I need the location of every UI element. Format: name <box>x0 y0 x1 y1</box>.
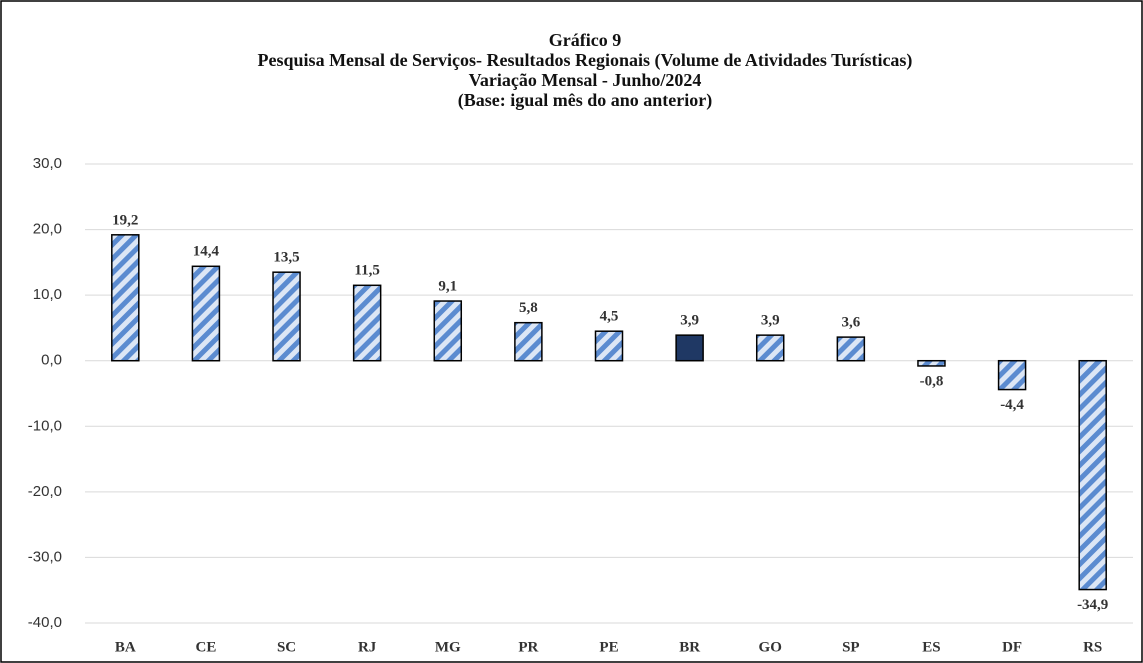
value-label: 14,4 <box>193 244 220 260</box>
chart-title: Pesquisa Mensal de Serviços- Resultados … <box>258 50 913 71</box>
bar <box>675 334 704 362</box>
value-label: 9,1 <box>438 278 457 294</box>
bar <box>272 271 301 362</box>
x-tick-label: BR <box>679 639 700 655</box>
chart-title: Gráfico 9 <box>549 30 621 50</box>
y-tick-label: 10,0 <box>33 286 62 303</box>
x-tick-label: BA <box>115 639 136 655</box>
bar <box>514 321 543 362</box>
y-tick-label: 20,0 <box>33 221 62 238</box>
bar <box>917 359 946 367</box>
y-tick-label: 0,0 <box>41 352 62 369</box>
x-tick-label: RJ <box>358 639 377 655</box>
bar <box>111 234 140 362</box>
bar <box>755 334 785 362</box>
bar <box>433 300 463 362</box>
value-label: 19,2 <box>112 212 138 228</box>
x-tick-label: MG <box>435 639 461 655</box>
x-tick-label: CE <box>196 639 217 655</box>
bar <box>191 265 221 362</box>
bar <box>1078 359 1107 591</box>
value-label: 3,9 <box>761 313 780 329</box>
bar <box>594 330 624 362</box>
bar <box>836 336 866 362</box>
value-label: -0,8 <box>920 373 944 389</box>
x-tick-label: PE <box>599 639 618 655</box>
chart-title: Variação Mensal - Junho/2024 <box>469 70 702 90</box>
value-label: 5,8 <box>519 300 538 316</box>
y-tick-label: -30,0 <box>28 548 62 565</box>
value-label: -34,9 <box>1077 597 1108 613</box>
value-label: 13,5 <box>273 250 299 266</box>
y-tick-label: -20,0 <box>28 483 62 500</box>
y-tick-label: 30,0 <box>33 155 62 172</box>
x-tick-label: SC <box>277 639 296 655</box>
x-tick-label: SP <box>842 639 860 655</box>
bar <box>352 284 382 362</box>
chart-title: (Base: igual mês do ano anterior) <box>458 90 712 111</box>
x-tick-label: RS <box>1083 639 1102 655</box>
bar <box>997 359 1027 391</box>
value-label: 11,5 <box>354 263 379 279</box>
x-tick-label: PR <box>518 639 538 655</box>
value-label: 3,6 <box>841 315 860 331</box>
value-label: 3,9 <box>680 313 699 329</box>
x-tick-label: DF <box>1002 639 1022 655</box>
value-label: -4,4 <box>1000 397 1024 413</box>
value-label: 4,5 <box>600 309 619 325</box>
x-tick-label: GO <box>759 639 782 655</box>
y-tick-label: -40,0 <box>28 614 62 631</box>
x-tick-label: ES <box>922 639 940 655</box>
y-tick-label: -10,0 <box>28 417 62 434</box>
